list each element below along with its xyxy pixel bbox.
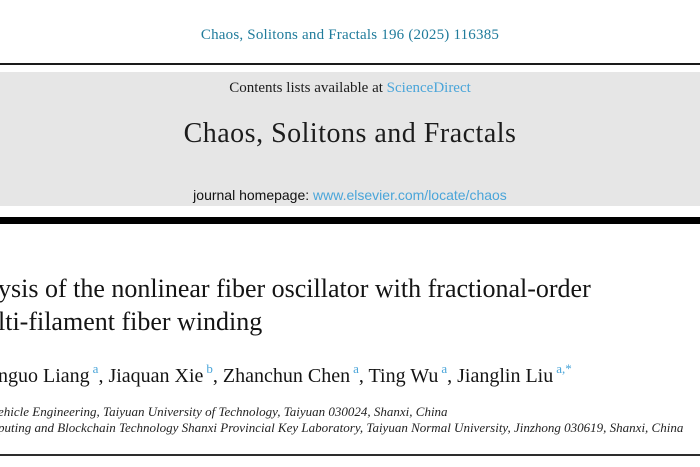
article-title-line-1: ysis of the nonlinear fiber oscillator w…	[0, 274, 591, 303]
author-name: Jiaquan Xie	[108, 365, 204, 387]
homepage-label: journal homepage:	[193, 187, 314, 203]
journal-citation: Chaos, Solitons and Fractals 196 (2025) …	[200, 27, 500, 43]
top-rule	[0, 63, 700, 65]
author-name: Ting Wu	[368, 365, 439, 387]
contents-available-text: Contents lists available at	[229, 80, 387, 96]
author-name: Jianglin Liu	[457, 365, 554, 387]
journal-title: Chaos, Solitons and Fractals	[183, 118, 517, 149]
contents-line: Contents lists available at ScienceDirec…	[0, 80, 700, 97]
author-name: Zhanchun Chen	[222, 365, 351, 387]
affiliation-1: ehicle Engineering, Taiyuan University o…	[0, 404, 448, 419]
author-line: nguo Liang a, Jiaquan Xie b, Zhanchun Chen…	[0, 362, 700, 390]
author-separator: ,	[98, 365, 109, 387]
author-affiliation-superscript: a,*	[556, 361, 572, 377]
author-separator: ,	[447, 365, 458, 387]
author-affiliation-superscript: a	[441, 361, 448, 377]
journal-header-banner: Contents lists available at ScienceDirec…	[0, 72, 700, 206]
author-name: nguo Liang	[0, 365, 90, 387]
author-affiliation-superscript: a	[92, 361, 99, 377]
article-title-line-2: lti-filament fiber winding	[0, 307, 263, 336]
author-separator: ,	[358, 365, 369, 387]
author-affiliation-superscript: b	[206, 361, 213, 377]
bottom-rule	[0, 454, 700, 456]
author-separator: ,	[212, 365, 223, 387]
sciencedirect-link[interactable]: ScienceDirect	[386, 80, 471, 96]
homepage-line: journal homepage: www.elsevier.com/locat…	[0, 187, 700, 203]
header-divider-bar	[0, 217, 700, 224]
article-title: ysis of the nonlinear fiber oscillator w…	[0, 272, 700, 338]
affiliations: ehicle Engineering, Taiyuan University o…	[0, 404, 700, 435]
author-affiliation-superscript: a	[353, 361, 359, 377]
homepage-link[interactable]: www.elsevier.com/locate/chaos	[313, 187, 507, 203]
affiliation-2: puting and Blockchain Technology Shanxi …	[0, 419, 684, 435]
